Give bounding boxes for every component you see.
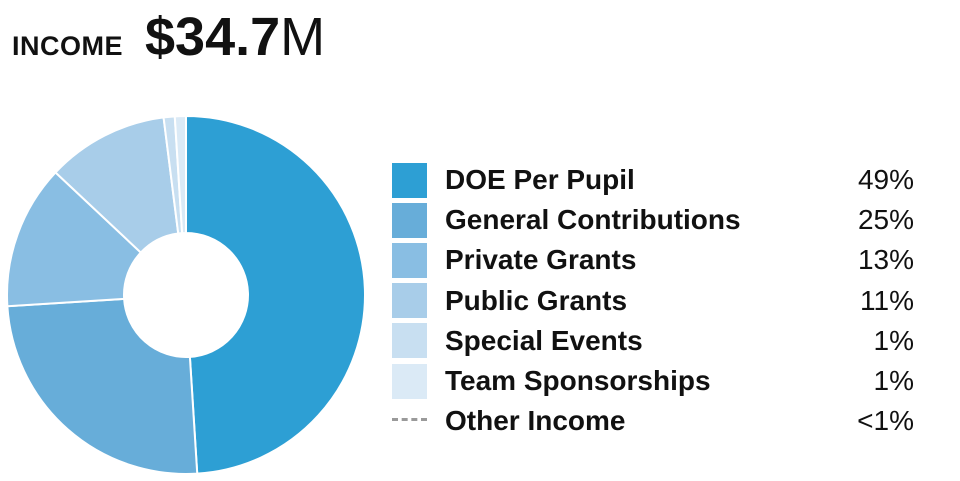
legend-item-public-grants: Public Grants 11% <box>392 281 914 321</box>
legend-swatch <box>392 283 427 319</box>
legend-label: General Contributions <box>445 204 741 236</box>
legend-item-special-events: Special Events 1% <box>392 321 914 361</box>
legend-swatch <box>392 363 427 399</box>
legend-item-team-sponsorships: Team Sponsorships 1% <box>392 361 914 401</box>
chart-legend: DOE Per Pupil 49% General Contributions 25%… <box>392 160 914 441</box>
legend-value: 1% <box>873 324 914 356</box>
legend-label: Private Grants <box>445 244 637 276</box>
legend-label: Team Sponsorships <box>445 365 711 397</box>
legend-value: 25% <box>857 204 914 236</box>
income-total-number: $34.7 <box>145 7 281 67</box>
legend-swatch <box>392 418 427 424</box>
legend-label: Other Income <box>445 405 626 437</box>
legend-label: Public Grants <box>445 284 628 316</box>
legend-value: 13% <box>857 244 914 276</box>
donut-slice-team-sponsorships <box>173 114 187 235</box>
donut-slice-doe-per-pupil <box>185 114 366 475</box>
income-total: $34.7M <box>145 10 325 64</box>
legend-label: DOE Per Pupil <box>445 164 635 196</box>
donut-slice-public-grants <box>54 116 180 254</box>
legend-label: Special Events <box>445 324 643 356</box>
legend-swatch <box>392 162 427 198</box>
legend-value: 1% <box>873 365 914 397</box>
legend-value: <1% <box>857 405 914 437</box>
income-total-unit: M <box>280 7 326 67</box>
income-donut-chart <box>6 114 366 475</box>
income-label: INCOME <box>12 31 123 61</box>
legend-swatch <box>392 202 427 238</box>
legend-item-other-income: Other Income <1% <box>392 401 914 441</box>
legend-swatch <box>392 323 427 359</box>
legend-value: 49% <box>857 164 914 196</box>
donut-slice-general-contributions <box>6 297 199 475</box>
donut-slice-private-grants <box>6 171 143 308</box>
legend-value: 11% <box>860 284 914 316</box>
chart-header: INCOME $34.7M <box>12 10 325 64</box>
legend-item-doe-per-pupil: DOE Per Pupil 49% <box>392 160 914 200</box>
legend-swatch <box>392 242 427 278</box>
legend-item-general-contributions: General Contributions 25% <box>392 200 914 240</box>
legend-item-private-grants: Private Grants 13% <box>392 240 914 280</box>
